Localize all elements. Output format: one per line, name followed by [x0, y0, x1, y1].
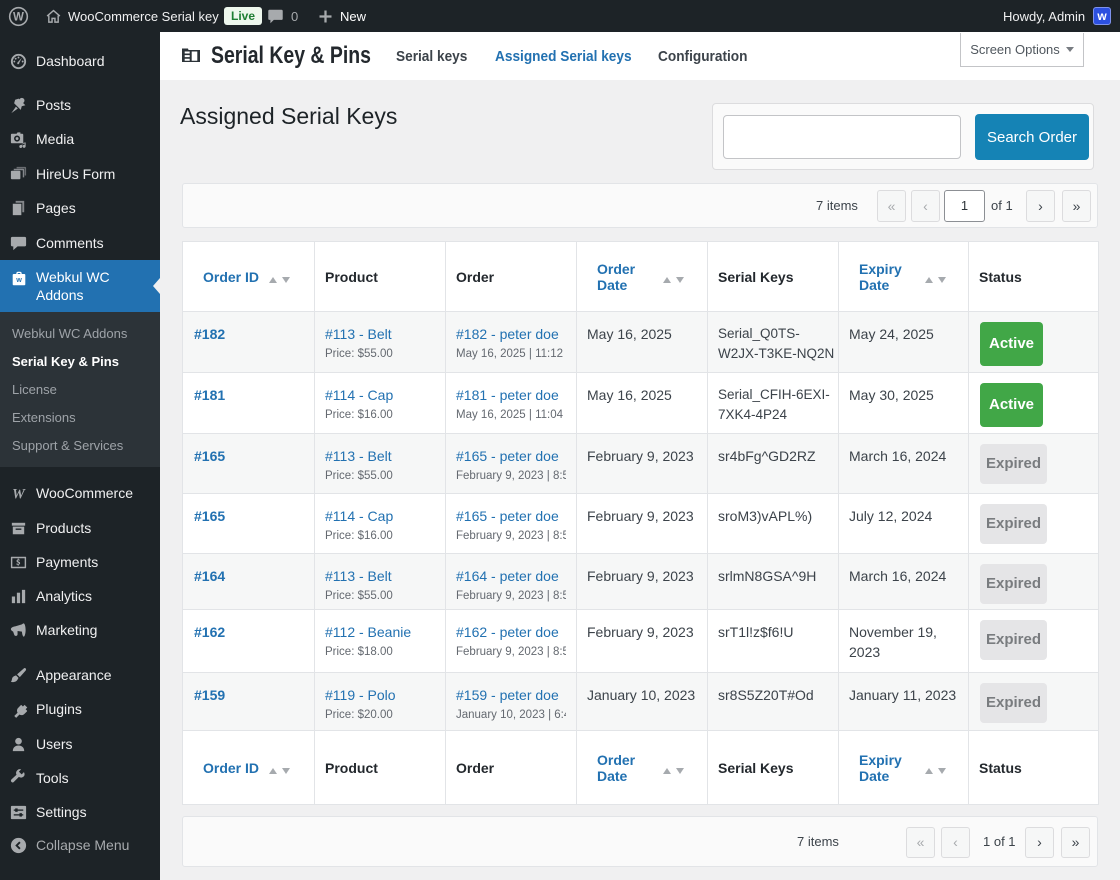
- svg-text:W: W: [12, 486, 26, 502]
- svg-text:W: W: [13, 11, 24, 23]
- svg-text:w: w: [15, 275, 22, 284]
